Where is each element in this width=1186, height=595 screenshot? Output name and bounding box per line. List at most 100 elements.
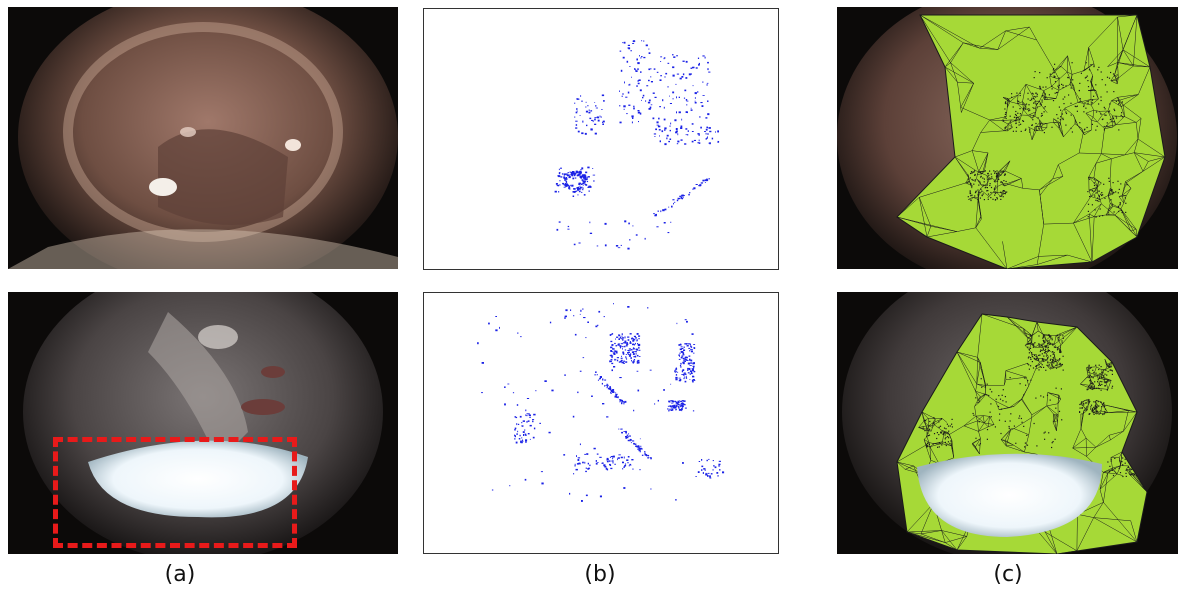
mesh-edge (960, 83, 974, 108)
mesh-vertex (994, 187, 996, 189)
mesh-vertex (1062, 355, 1064, 357)
feature-point (689, 358, 691, 361)
mesh-edge (1086, 447, 1097, 457)
feature-point (481, 392, 483, 394)
mesh-edge (1087, 405, 1089, 410)
mesh-edge (1058, 152, 1080, 165)
feature-point (583, 317, 586, 319)
mesh-edge (1001, 192, 1004, 195)
mesh-edge (1074, 123, 1082, 129)
mesh-edge (905, 465, 914, 470)
feature-point (516, 423, 518, 426)
mesh-edge (1080, 428, 1087, 439)
mesh-edge (1117, 62, 1134, 67)
feature-point (526, 413, 529, 415)
feature-point (520, 440, 522, 443)
feature-point (635, 352, 637, 354)
feature-point (688, 347, 691, 349)
mesh-vertex (1015, 442, 1017, 444)
feature-point (717, 140, 719, 143)
mesh-edge (1122, 49, 1134, 67)
mesh-vertex (1029, 131, 1031, 133)
feature-point (625, 432, 627, 434)
feature-point (691, 346, 693, 349)
mesh-edge (1060, 348, 1062, 353)
feature-point (687, 134, 689, 136)
mesh-vertex (1087, 191, 1089, 193)
feature-point (618, 454, 621, 456)
mesh-edge (1039, 122, 1041, 127)
mesh-edge (1056, 550, 1077, 554)
feature-point (675, 378, 678, 381)
mesh-edge (919, 14, 964, 44)
mesh-vertex (991, 176, 993, 178)
mesh-vertex (1028, 337, 1030, 339)
mesh-edge (1035, 366, 1042, 370)
mesh-edge (1117, 97, 1124, 106)
mesh-vertex (1042, 348, 1044, 350)
mesh-edge (976, 383, 986, 386)
mesh-vertex (1089, 367, 1091, 369)
feature-point (656, 226, 659, 228)
mesh-edge (1000, 170, 1006, 176)
mesh-vertex (982, 177, 984, 179)
mesh-edge (977, 420, 985, 424)
mesh-vertex (1120, 114, 1122, 116)
mesh-vertex (1042, 339, 1044, 341)
mesh-edge (1061, 107, 1065, 112)
feature-point (618, 334, 621, 337)
mesh-vertex (1114, 109, 1116, 112)
mesh-vertex (1109, 465, 1111, 467)
mesh-vertex (1088, 375, 1090, 377)
feature-point (521, 440, 524, 442)
feature-point (549, 321, 552, 324)
mesh-edge (1088, 176, 1098, 188)
feature-point (619, 105, 621, 107)
mesh-edge (896, 444, 926, 463)
mesh-vertex (1098, 364, 1100, 366)
feature-point (661, 130, 664, 133)
mesh-edge (1036, 321, 1043, 335)
mesh-edge (1099, 473, 1118, 490)
feature-point (678, 377, 681, 379)
feature-point (488, 322, 490, 325)
mesh-edge (1111, 97, 1118, 101)
feature-point (560, 176, 563, 178)
feature-point (678, 400, 680, 402)
mesh-edge (950, 62, 958, 83)
mesh-vertex (1099, 380, 1101, 383)
mesh-vertex (933, 417, 935, 419)
mesh-edge (1037, 254, 1068, 265)
mesh-vertex (1093, 66, 1095, 68)
feature-point (551, 389, 554, 392)
mesh-edge (977, 313, 983, 358)
feature-point (683, 359, 685, 362)
mesh-vertex (1100, 401, 1102, 403)
mesh-edge (1069, 84, 1074, 86)
mesh-edge (961, 83, 974, 113)
mesh-edge (1038, 344, 1043, 348)
feature-point (622, 468, 624, 470)
mesh-vertex (1079, 407, 1081, 409)
mesh-edge (1073, 216, 1095, 224)
mesh-vertex (980, 176, 982, 178)
feature-point (689, 343, 691, 346)
mesh-vertex (1051, 88, 1053, 90)
feature-point (682, 462, 684, 464)
feature-point (640, 57, 642, 59)
feature-point (647, 101, 651, 104)
mesh-vertex (1030, 365, 1032, 367)
mesh-edge (1053, 362, 1058, 369)
feature-point (692, 380, 694, 383)
feature-point (495, 316, 497, 317)
mesh-edge (1112, 115, 1117, 125)
mesh-vertex (1045, 345, 1047, 347)
mesh-edge (1056, 347, 1060, 351)
mesh-edge (992, 186, 998, 193)
mesh-edge (1005, 370, 1027, 378)
feature-point (619, 399, 622, 402)
mesh-vertex (981, 386, 983, 388)
feature-point (578, 187, 580, 190)
mesh-edge (983, 415, 990, 417)
mesh-edge (1119, 451, 1123, 458)
